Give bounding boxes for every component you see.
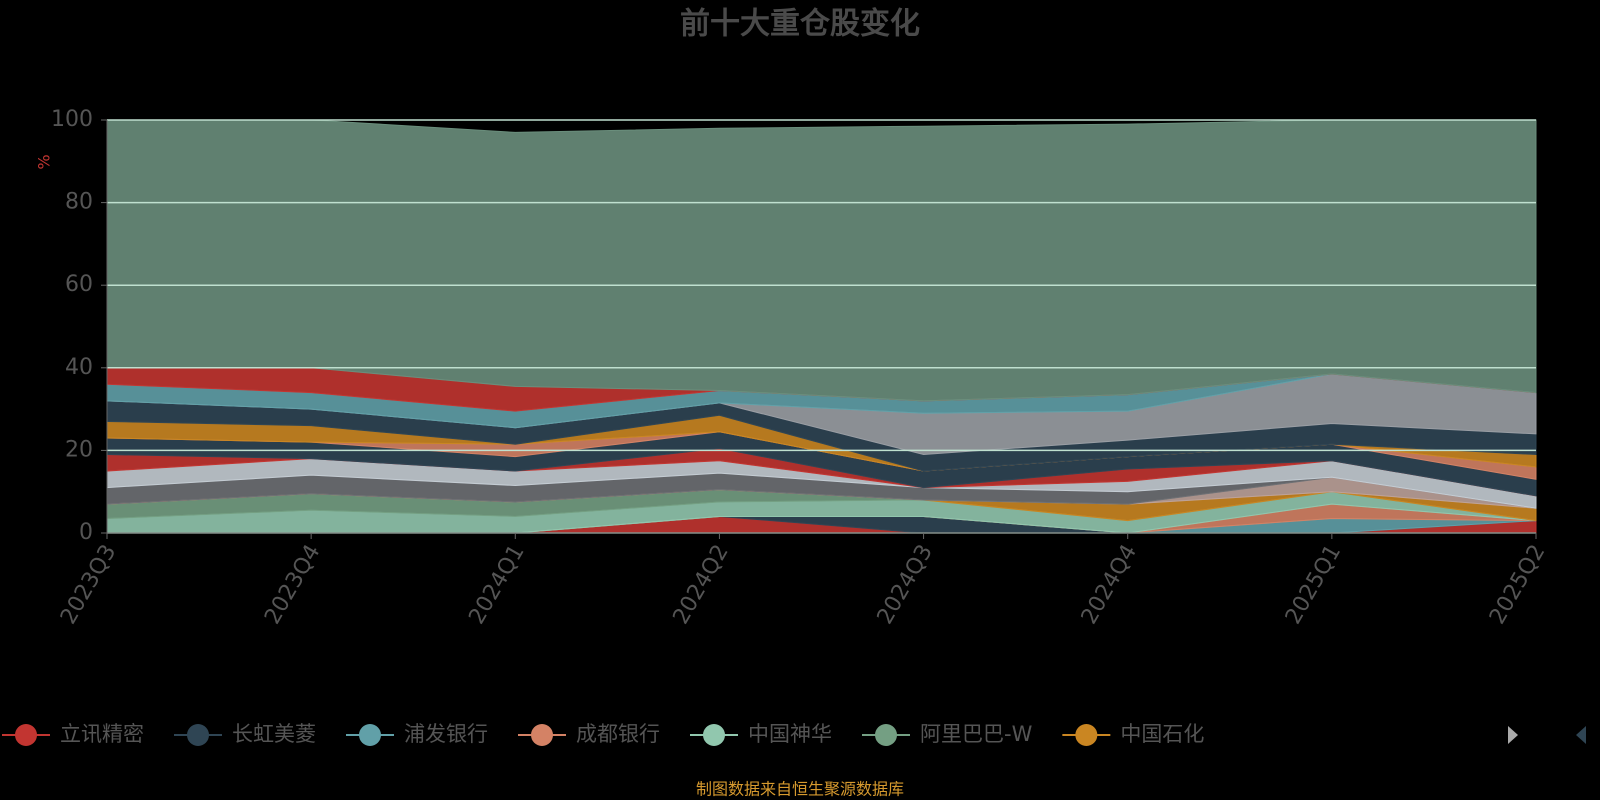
legend-marker (1075, 724, 1098, 746)
legend-marker (875, 724, 897, 746)
y-tick-label: 60 (65, 272, 93, 297)
legend-label: 长虹美菱 (232, 722, 316, 746)
y-tick-label: 40 (65, 355, 93, 380)
area (106, 119, 1537, 402)
y-tick-label: 20 (65, 437, 93, 462)
legend-label: 阿里巴巴-W (920, 722, 1033, 746)
legend-marker (187, 724, 209, 746)
legend-label: 中国石化 (1120, 722, 1204, 746)
x-tick-label: 2024Q2 (669, 541, 734, 629)
x-tick-label: 2024Q3 (873, 541, 938, 629)
legend-item[interactable]: 中国神华 (690, 722, 832, 746)
legend-next[interactable] (1576, 726, 1586, 744)
source-note: 制图数据来自恒生聚源数据库 (696, 780, 904, 799)
legend-item[interactable]: 阿里巴巴-W (862, 722, 1033, 746)
legend-label: 成都银行 (576, 722, 660, 746)
x-tick-label: 2023Q3 (56, 541, 121, 629)
x-tick-label: 2025Q1 (1281, 541, 1346, 629)
legend-marker (703, 724, 725, 746)
legend-item[interactable]: 中国石化 (1062, 722, 1204, 746)
x-tick-label: 2024Q1 (464, 541, 529, 629)
x-tick-label: 2024Q4 (1077, 541, 1142, 629)
chart-title: 前十大重仓股变化 (680, 7, 920, 42)
legend-marker (531, 724, 553, 746)
legend-label: 立讯精密 (60, 722, 144, 746)
legend-pager[interactable] (1508, 726, 1586, 744)
legend-marker (359, 724, 381, 746)
legend-marker (15, 724, 37, 746)
y-axis-label: % (35, 154, 54, 169)
x-tick-label: 2025Q2 (1485, 541, 1550, 629)
legend-label: 中国神华 (748, 722, 832, 746)
x-tick-label: 2023Q4 (260, 541, 325, 629)
legend-prev[interactable] (1508, 726, 1518, 744)
legend-item[interactable]: 立讯精密 (2, 722, 144, 746)
y-tick-label: 0 (79, 520, 93, 545)
legend-item[interactable]: 浦发银行 (346, 722, 488, 746)
y-tick-label: 100 (51, 107, 93, 132)
y-tick-label: 80 (65, 190, 93, 215)
legend-label: 浦发银行 (404, 722, 488, 746)
legend-item[interactable]: 成都银行 (518, 722, 660, 746)
legend-item[interactable]: 长虹美菱 (174, 722, 316, 746)
